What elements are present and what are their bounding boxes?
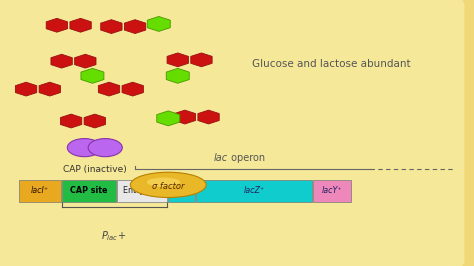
Bar bbox=[168, 180, 195, 202]
Polygon shape bbox=[174, 110, 196, 124]
Text: Glucose and lactose abundant: Glucose and lactose abundant bbox=[253, 59, 411, 69]
Polygon shape bbox=[147, 16, 170, 31]
Polygon shape bbox=[60, 114, 82, 128]
Bar bbox=[117, 180, 167, 202]
Bar bbox=[196, 180, 312, 202]
Polygon shape bbox=[81, 68, 104, 83]
Polygon shape bbox=[51, 54, 73, 68]
Text: σ factor: σ factor bbox=[152, 182, 184, 191]
Ellipse shape bbox=[130, 172, 206, 197]
Text: lac: lac bbox=[213, 153, 228, 163]
Polygon shape bbox=[167, 53, 189, 67]
Ellipse shape bbox=[67, 139, 101, 157]
Text: Entry site: Entry site bbox=[123, 186, 161, 195]
Polygon shape bbox=[39, 82, 61, 96]
Polygon shape bbox=[74, 54, 96, 68]
Text: lacI⁺: lacI⁺ bbox=[31, 186, 49, 195]
Text: $P_{lac}$+: $P_{lac}$+ bbox=[101, 229, 126, 243]
Text: CAP site: CAP site bbox=[70, 186, 108, 195]
Text: lacZ⁺: lacZ⁺ bbox=[244, 186, 265, 195]
Bar bbox=[62, 180, 116, 202]
Bar bbox=[19, 180, 61, 202]
Ellipse shape bbox=[147, 178, 180, 187]
Polygon shape bbox=[15, 82, 37, 96]
Text: CAP (inactive): CAP (inactive) bbox=[63, 165, 127, 174]
Polygon shape bbox=[124, 20, 146, 34]
Polygon shape bbox=[122, 82, 144, 96]
Text: operon: operon bbox=[228, 153, 264, 163]
Polygon shape bbox=[191, 53, 212, 67]
Polygon shape bbox=[46, 18, 68, 32]
Polygon shape bbox=[166, 68, 189, 83]
Polygon shape bbox=[157, 111, 180, 126]
Ellipse shape bbox=[88, 139, 122, 157]
Text: lacO⁺: lacO⁺ bbox=[171, 186, 192, 195]
Text: lacY⁺: lacY⁺ bbox=[322, 186, 343, 195]
Polygon shape bbox=[198, 110, 219, 124]
Polygon shape bbox=[98, 82, 120, 96]
Bar bbox=[313, 180, 351, 202]
Polygon shape bbox=[100, 20, 122, 34]
Polygon shape bbox=[84, 114, 106, 128]
Polygon shape bbox=[70, 18, 91, 32]
